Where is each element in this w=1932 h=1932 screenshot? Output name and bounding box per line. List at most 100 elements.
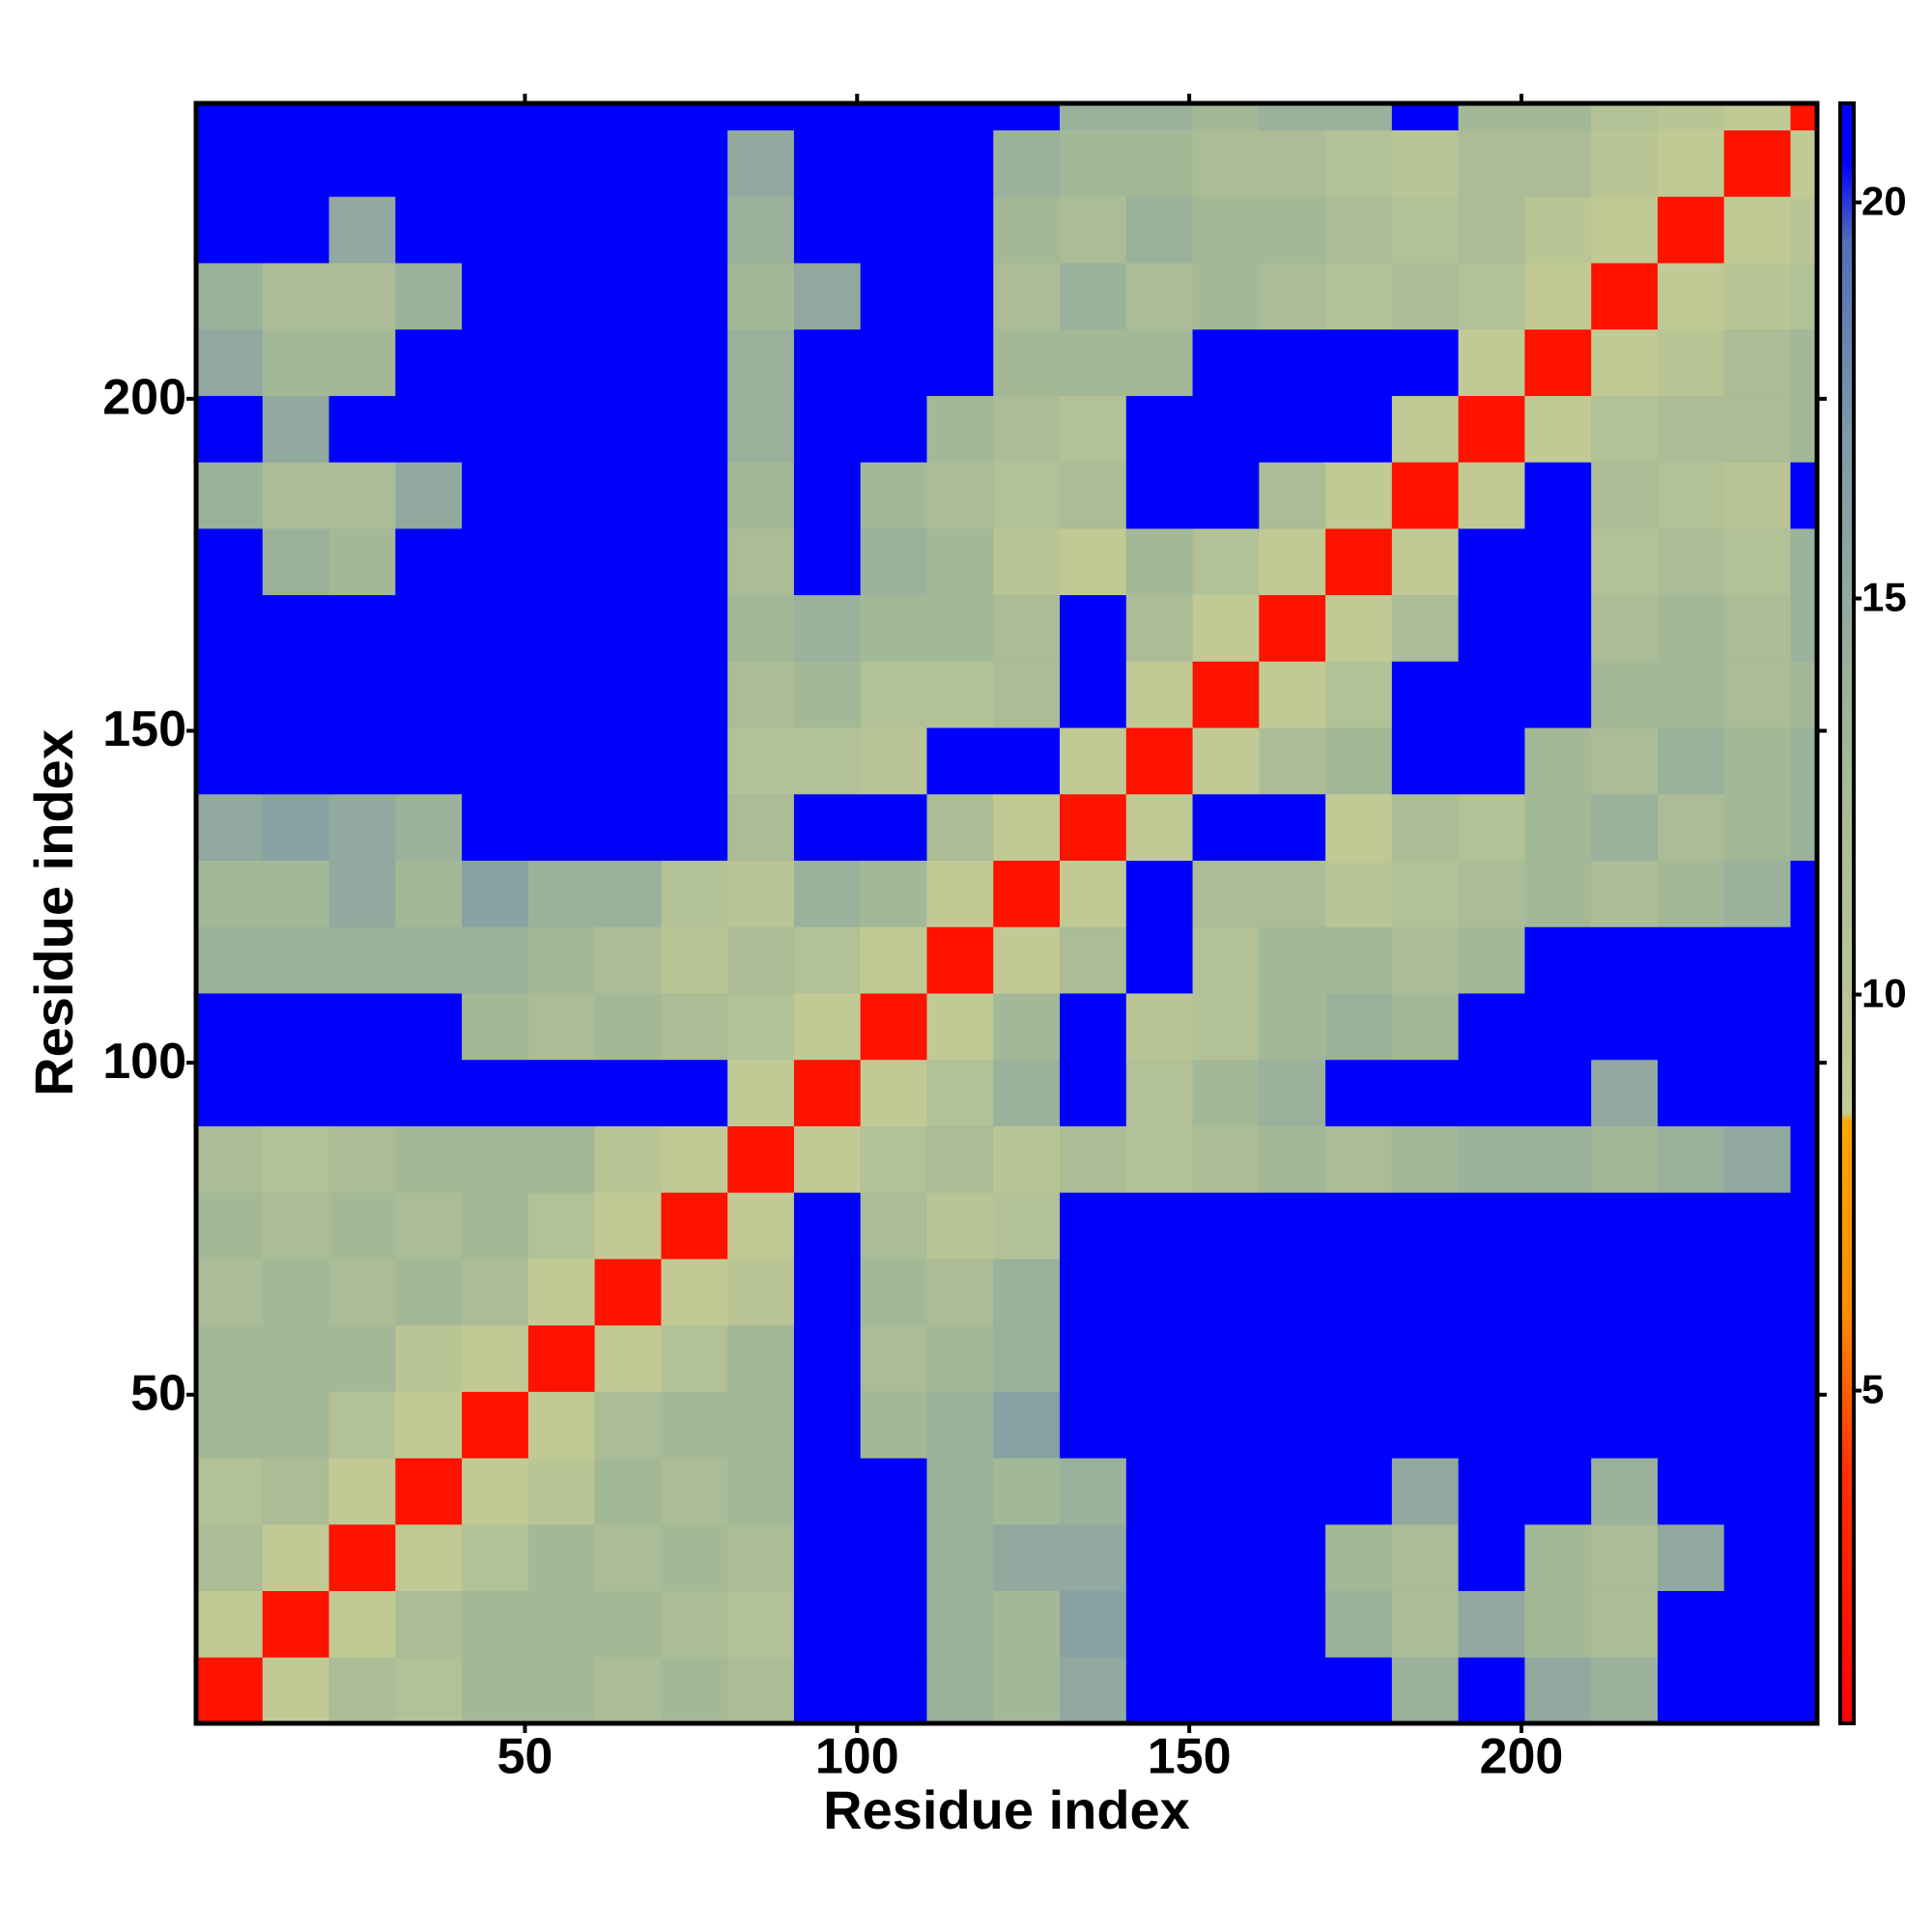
heatmap-cell	[1259, 1324, 1326, 1392]
heatmap-cell	[1458, 395, 1525, 463]
heatmap-cell	[1723, 1324, 1791, 1392]
heatmap-cell	[1391, 860, 1460, 927]
heatmap-cell	[262, 1590, 330, 1658]
heatmap-cell	[1325, 1391, 1393, 1459]
heatmap-cell	[793, 992, 862, 1061]
heatmap-cell	[860, 328, 927, 396]
heatmap-cell	[1524, 1192, 1592, 1260]
heatmap-cell	[1192, 103, 1260, 130]
heatmap-cell	[860, 1590, 927, 1658]
heatmap-cell	[661, 727, 728, 795]
heatmap-cell	[1325, 262, 1393, 330]
heatmap-cell	[1524, 1059, 1592, 1126]
heatmap-cell	[1060, 262, 1127, 330]
heatmap-cell	[1060, 1590, 1127, 1658]
heatmap-cell	[1125, 1059, 1194, 1126]
heatmap-cell	[1458, 594, 1525, 662]
heatmap-cell	[926, 926, 994, 994]
heatmap-cell	[1790, 196, 1818, 264]
x-tick-label: 50	[497, 1729, 553, 1785]
colorbar-tick-label: 20	[1861, 179, 1907, 224]
heatmap-cell	[793, 395, 862, 463]
heatmap-cell	[661, 262, 728, 330]
heatmap-cell	[1458, 462, 1525, 529]
heatmap-cell	[1790, 103, 1818, 130]
heatmap-cell	[993, 1657, 1061, 1724]
heatmap-cell	[1657, 1258, 1725, 1326]
heatmap-cell	[1458, 1657, 1525, 1724]
heatmap-cell	[527, 992, 596, 1061]
heatmap-cell	[395, 395, 463, 463]
heatmap-cell	[1524, 594, 1592, 662]
heatmap-cell	[1790, 1590, 1818, 1658]
heatmap-cell	[328, 103, 396, 130]
heatmap-cell	[395, 1258, 463, 1326]
heatmap-cell	[1391, 1125, 1460, 1193]
heatmap-cell	[860, 527, 927, 596]
heatmap-cell	[395, 860, 463, 927]
heatmap-cell	[594, 860, 662, 927]
heatmap-cell	[926, 1059, 994, 1126]
heatmap-cell	[1591, 926, 1659, 994]
heatmap-cell	[727, 661, 795, 728]
heatmap-cell	[727, 1192, 795, 1260]
heatmap-cell	[1591, 992, 1659, 1061]
heatmap-cell	[262, 1391, 330, 1459]
heatmap-cell	[1723, 1523, 1791, 1592]
heatmap-cell	[1259, 103, 1326, 130]
heatmap-cell	[594, 727, 662, 795]
heatmap-cell	[1259, 395, 1326, 463]
heatmap-cell	[1391, 129, 1460, 197]
heatmap-cell	[793, 860, 862, 927]
heatmap-cell	[1391, 661, 1460, 728]
heatmap-cell	[1060, 793, 1127, 862]
heatmap-cell	[1125, 1458, 1194, 1525]
heatmap-cell	[462, 129, 529, 197]
heatmap-cell	[727, 328, 795, 396]
heatmap-cell	[462, 727, 529, 795]
heatmap-cell	[1723, 196, 1791, 264]
heatmap-cell	[661, 527, 728, 596]
heatmap-cell	[1723, 793, 1791, 862]
heatmap-cell	[328, 1324, 396, 1392]
heatmap-cell	[395, 328, 463, 396]
heatmap-cell	[993, 328, 1061, 396]
heatmap-cell	[993, 992, 1061, 1061]
heatmap-cell	[793, 262, 862, 330]
heatmap-cell	[1524, 1523, 1592, 1592]
heatmap-cell	[727, 1458, 795, 1525]
heatmap-cell	[328, 129, 396, 197]
heatmap-cell	[1391, 926, 1460, 994]
heatmap-cell	[1790, 1458, 1818, 1525]
heatmap-cell	[1391, 1192, 1460, 1260]
heatmap-cell	[262, 860, 330, 927]
heatmap-cell	[1657, 860, 1725, 927]
heatmap-cell	[395, 1590, 463, 1658]
heatmap-cell	[1192, 1590, 1260, 1658]
heatmap-cell	[1125, 103, 1194, 130]
heatmap-cell	[860, 1125, 927, 1193]
heatmap-cell	[793, 727, 862, 795]
heatmap-cell	[1325, 594, 1393, 662]
heatmap-cell	[727, 527, 795, 596]
heatmap-cell	[328, 594, 396, 662]
heatmap-cell	[1192, 196, 1260, 264]
heatmap-cell	[1723, 661, 1791, 728]
heatmap-cell	[196, 1657, 264, 1724]
heatmap-cell	[1458, 262, 1525, 330]
heatmap-cell	[1259, 196, 1326, 264]
heatmap-cell	[262, 793, 330, 862]
heatmap-cell	[1458, 1324, 1525, 1392]
heatmap-cell	[527, 727, 596, 795]
heatmap-cell	[1723, 1458, 1791, 1525]
heatmap-cell	[395, 992, 463, 1061]
heatmap-cell	[1458, 793, 1525, 862]
heatmap-cell	[527, 1125, 596, 1193]
heatmap-cell	[1790, 1258, 1818, 1326]
heatmap-cell	[1259, 727, 1326, 795]
heatmap-cell	[1657, 328, 1725, 396]
heatmap-cell	[1060, 926, 1127, 994]
heatmap-cell	[594, 1059, 662, 1126]
heatmap-cell	[1723, 328, 1791, 396]
heatmap-cell	[860, 661, 927, 728]
